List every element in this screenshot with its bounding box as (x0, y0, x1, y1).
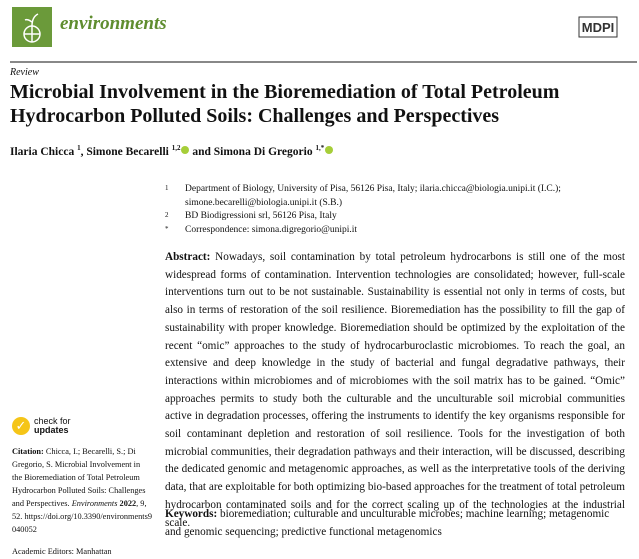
author-name: Simona Di Gregorio (213, 145, 313, 158)
mdpi-logo: MDPI (575, 13, 621, 41)
affiliation-item: * Correspondence: simona.digregorio@unipi… (165, 224, 635, 238)
checkmark-icon: ✓ (12, 417, 30, 435)
citation: Citation: Chicca, I.; Becarelli, S.; Di … (12, 445, 152, 536)
citation-journal: Environments (71, 499, 118, 508)
affiliation-item: 1 Department of Biology, University of Pi… (165, 183, 635, 210)
orcid-icon[interactable] (181, 145, 190, 154)
citation-text: Chicca, I.; Becarelli, S.; Di Gregorio, … (12, 447, 146, 508)
separator: , (80, 145, 87, 158)
journal-name: environments (60, 13, 167, 34)
citation-label: Citation: (12, 447, 44, 456)
keywords: Keywords: bioremediation; culturable and… (165, 506, 625, 541)
affiliation-text: BD Biodigressioni srl, 56126 Pisa, Italy (185, 211, 337, 221)
journal-logo (12, 7, 52, 47)
header-rule (10, 61, 637, 63)
author-affiliation-mark: 1,2 (171, 144, 181, 152)
check-label: check for (34, 416, 71, 426)
affiliation-mark: 1 (165, 184, 169, 192)
keywords-text: bioremediation; culturable and uncultura… (165, 508, 610, 538)
author-affiliation-mark: 1,* (315, 144, 325, 152)
article-title: Microbial Involvement in the Bioremediat… (10, 81, 560, 127)
orcid-icon[interactable] (325, 145, 334, 154)
affiliation-text: Department of Biology, University of Pis… (185, 184, 561, 208)
keywords-label: Keywords: (165, 508, 218, 520)
updates-label: updates (34, 425, 69, 435)
citation-volume: , 9, 52. (12, 499, 147, 521)
separator: and (189, 145, 214, 158)
abstract-label: Abstract: (165, 251, 211, 263)
abstract-text: Nowadays, soil contamination by total pe… (165, 251, 626, 529)
check-for-updates-button[interactable]: ✓ check for updates (12, 417, 71, 435)
academic-editors: Academic Editors: Manhattan (12, 547, 112, 556)
author-name: Simone Becarelli (86, 145, 169, 158)
affiliation-mark: 2 (165, 211, 169, 219)
affiliations: 1 Department of Biology, University of Pi… (165, 183, 635, 237)
author-name: Ilaria Chicca (10, 145, 75, 158)
mdpi-text: MDPI (582, 20, 615, 35)
author-list: Ilaria Chicca 1, Simone Becarelli 1,2 an… (10, 144, 334, 158)
citation-year: 2022 (119, 499, 137, 508)
affiliation-text: Correspondence: simona.digregorio@unipi.… (185, 224, 358, 235)
article-type: Review (10, 67, 39, 78)
author-affiliation-mark: 1 (77, 144, 81, 152)
affiliation-item: 2 BD Biodigressioni srl, 56126 Pisa, Ital… (165, 210, 635, 224)
affiliation-mark: * (165, 224, 169, 233)
citation-doi-link[interactable]: https://doi.org/10.3390/environments9040… (12, 512, 152, 534)
abstract: Abstract: Nowadays, soil contamination b… (165, 249, 625, 532)
